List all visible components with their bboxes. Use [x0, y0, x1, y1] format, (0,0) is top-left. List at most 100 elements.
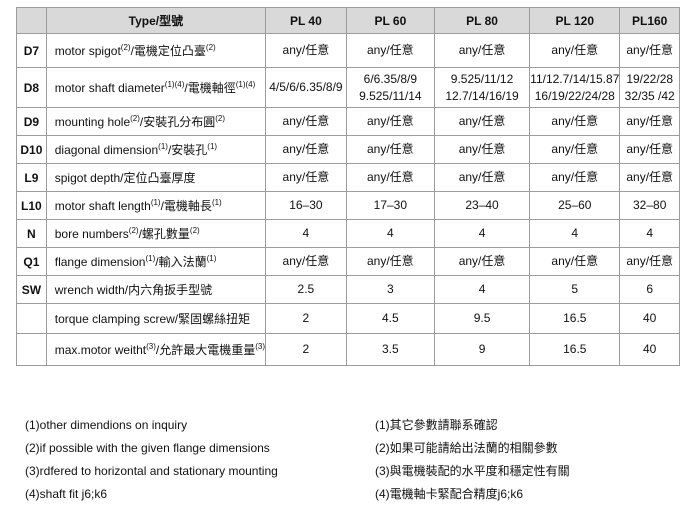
cell-value: any/任意: [619, 163, 680, 192]
cell-value: any/任意: [529, 163, 621, 192]
cell-value: 5: [529, 275, 621, 304]
cell-value: 40: [619, 303, 680, 334]
cell-value: any/任意: [619, 107, 680, 136]
cell-value: 16.5: [529, 333, 621, 366]
cell-value: 9.5: [433, 303, 531, 334]
table-row-d8: D8 motor shaft diameter(1)(4)/電機軸徑(1)(4)…: [16, 67, 680, 108]
cell-value: 2.5: [265, 275, 347, 304]
cell-value: any/任意: [345, 33, 435, 68]
row-description: motor shaft length(1)/電機軸長(1): [45, 191, 267, 220]
corner-cell: [16, 7, 47, 34]
cell-value: 4: [619, 219, 680, 248]
cell-value: any/任意: [345, 247, 435, 276]
cell-value: 25–60: [529, 191, 621, 220]
row-description: max.motor weitht(3)/允許最大電機重量(3): [45, 333, 267, 366]
footnote-line: (2)if possible with the given flange dim…: [25, 441, 270, 455]
cell-value: any/任意: [619, 135, 680, 164]
row-code: D10: [16, 135, 47, 164]
cell-value: 11/12.7/14/15.87 16/19/22/24/28: [529, 67, 621, 108]
column-header-pl160: PL160: [619, 7, 680, 34]
footnotes-section: (1)other dimendions on inquiry (2)if pos…: [25, 414, 680, 506]
cell-value: 19/22/28 32/35 /42: [619, 67, 680, 108]
table-row-l9: L9 spigot depth/定位凸臺厚度 any/任意 any/任意 any…: [16, 163, 680, 192]
footnotes-chinese: (1)其它參數請聯系確認 (2)如果可能請給出法蘭的相關參數 (3)與電機裝配的…: [375, 414, 665, 506]
footnote-line: (4)shaft fit j6;k6: [25, 487, 108, 501]
cell-value: any/任意: [529, 33, 621, 68]
cell-value: any/任意: [433, 247, 531, 276]
cell-value: 3.5: [345, 333, 435, 366]
row-description: flange dimension(1)/輸入法蘭(1): [45, 247, 267, 276]
row-code: L9: [16, 163, 47, 192]
cell-value: any/任意: [433, 135, 531, 164]
cell-value: 2: [265, 303, 347, 334]
table-row-max-weight: max.motor weitht(3)/允許最大電機重量(3) 2 3.5 9 …: [16, 333, 680, 366]
table-row-l10: L10 motor shaft length(1)/電機軸長(1) 16–30 …: [16, 191, 680, 220]
row-code: D8: [16, 67, 47, 108]
table-row-d9: D9 mounting hole(2)/安裝孔分布圓(2) any/任意 any…: [16, 107, 680, 136]
footnote-line: (3)與電機裝配的水平度和穩定性有關: [375, 464, 570, 478]
cell-value: any/任意: [433, 107, 531, 136]
footnote-line: (3)rdfered to horizontal and stationary …: [25, 464, 278, 478]
column-header-pl80: PL 80: [433, 7, 531, 34]
column-header-pl40: PL 40: [265, 7, 347, 34]
row-description: diagonal dimension(1)/安裝孔(1): [45, 135, 267, 164]
cell-value: any/任意: [265, 163, 347, 192]
cell-value: 6/6.35/8/9 9.525/11/14: [345, 67, 435, 108]
cell-value: any/任意: [433, 163, 531, 192]
table-row-d10: D10 diagonal dimension(1)/安裝孔(1) any/任意 …: [16, 135, 680, 164]
cell-value: 16.5: [529, 303, 621, 334]
footnote-line: (4)電機軸卡緊配合精度j6;k6: [375, 487, 524, 501]
row-description: spigot depth/定位凸臺厚度: [45, 163, 267, 192]
datasheet-page: Type/型號 PL 40 PL 60 PL 80 PL 120 PL160 D…: [0, 7, 680, 510]
cell-value: 4/5/6/6.35/8/9: [265, 67, 347, 108]
cell-value: 16–30: [265, 191, 347, 220]
cell-value: any/任意: [265, 33, 347, 68]
cell-value: 40: [619, 333, 680, 366]
row-code: Q1: [16, 247, 47, 276]
cell-value: any/任意: [619, 33, 680, 68]
column-header-pl120: PL 120: [529, 7, 621, 34]
row-code: SW: [16, 275, 47, 304]
row-description: torque clamping screw/緊固螺絲扭矩: [45, 303, 267, 334]
column-header-pl60: PL 60: [345, 7, 435, 34]
cell-value: any/任意: [619, 247, 680, 276]
table-header-row: Type/型號 PL 40 PL 60 PL 80 PL 120 PL160: [16, 7, 680, 34]
cell-value: any/任意: [265, 135, 347, 164]
row-description: bore numbers(2)/螺孔數量(2): [45, 219, 267, 248]
row-description: motor shaft diameter(1)(4)/電機軸徑(1)(4): [45, 67, 267, 108]
row-code: D7: [16, 33, 47, 68]
row-code: [16, 333, 47, 366]
cell-value: any/任意: [265, 107, 347, 136]
cell-value: any/任意: [345, 163, 435, 192]
cell-value: any/任意: [345, 107, 435, 136]
cell-value: 3: [345, 275, 435, 304]
cell-value: 32–80: [619, 191, 680, 220]
cell-value: 9.525/11/12 12.7/14/16/19: [433, 67, 531, 108]
footnote-line: (1)other dimendions on inquiry: [25, 418, 188, 432]
cell-value: 9: [433, 333, 531, 366]
cell-value: 6: [619, 275, 680, 304]
footnotes-english: (1)other dimendions on inquiry (2)if pos…: [25, 414, 375, 506]
column-header-type: Type/型號: [45, 7, 267, 34]
table-row-d7: D7 motor spigot(2)/電機定位凸臺(2) any/任意 any/…: [16, 33, 680, 68]
row-code: N: [16, 219, 47, 248]
table-row-n: N bore numbers(2)/螺孔數量(2) 4 4 4 4 4: [16, 219, 680, 248]
row-description: motor spigot(2)/電機定位凸臺(2): [45, 33, 267, 68]
cell-value: 4: [529, 219, 621, 248]
cell-value: any/任意: [529, 247, 621, 276]
cell-value: 2: [265, 333, 347, 366]
cell-value: any/任意: [345, 135, 435, 164]
cell-value: 4: [433, 219, 531, 248]
cell-value: 4: [345, 219, 435, 248]
footnote-line: (1)其它參數請聯系確認: [375, 418, 498, 432]
cell-value: any/任意: [529, 107, 621, 136]
cell-value: any/任意: [265, 247, 347, 276]
row-code: L10: [16, 191, 47, 220]
cell-value: 4: [265, 219, 347, 248]
table-row-torque: torque clamping screw/緊固螺絲扭矩 2 4.5 9.5 1…: [16, 303, 680, 334]
spec-table: Type/型號 PL 40 PL 60 PL 80 PL 120 PL160 D…: [16, 7, 680, 366]
table-row-q1: Q1 flange dimension(1)/輸入法蘭(1) any/任意 an…: [16, 247, 680, 276]
row-description: wrench width/内六角扳手型號: [45, 275, 267, 304]
row-description: mounting hole(2)/安裝孔分布圓(2): [45, 107, 267, 136]
cell-value: 17–30: [345, 191, 435, 220]
